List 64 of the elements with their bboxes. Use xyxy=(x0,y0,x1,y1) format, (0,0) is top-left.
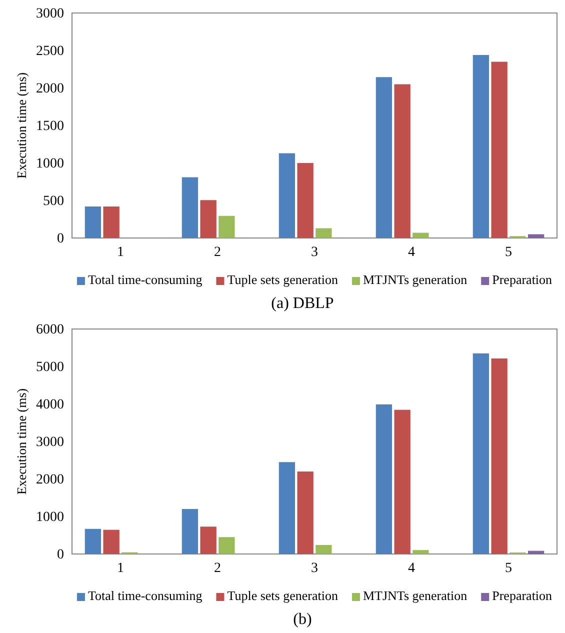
bar xyxy=(528,550,544,554)
bar xyxy=(376,77,392,238)
bar xyxy=(103,206,120,238)
y-tick-label: 500 xyxy=(43,194,64,209)
bar xyxy=(84,206,102,238)
bar xyxy=(394,410,410,554)
x-tick-label: 5 xyxy=(505,560,512,576)
y-tick-label: 2500 xyxy=(36,44,64,59)
y-tick-label: 3000 xyxy=(36,434,64,450)
bar xyxy=(200,526,216,554)
x-tick-label: 4 xyxy=(408,560,415,576)
legend-label: Preparation xyxy=(492,588,553,603)
legend-label: Preparation xyxy=(492,272,553,287)
x-tick-label: 1 xyxy=(117,244,124,260)
bar xyxy=(218,216,235,238)
y-tick-label: 1500 xyxy=(36,118,64,134)
bar xyxy=(218,537,235,554)
y-tick-label: 1000 xyxy=(36,156,64,172)
legend-label: Total time-consuming xyxy=(88,588,203,603)
x-tick-label: 4 xyxy=(408,244,415,260)
y-tick-label: 4000 xyxy=(36,397,64,412)
bar xyxy=(297,163,314,238)
bar xyxy=(84,528,102,554)
text: (b) xyxy=(293,611,312,628)
text: (a) DBLP xyxy=(271,295,334,312)
y-tick-label: 0 xyxy=(57,231,64,246)
bar xyxy=(182,177,198,238)
bar xyxy=(528,234,544,238)
y-tick-label: 3000 xyxy=(36,6,64,22)
bar xyxy=(297,472,314,554)
y-axis-title: Execution time (ms) xyxy=(14,388,29,495)
bar xyxy=(491,62,508,238)
y-tick-label: 5000 xyxy=(36,360,64,375)
bar xyxy=(412,232,429,238)
bar xyxy=(278,153,296,238)
bar xyxy=(103,530,120,554)
x-tick-label: 2 xyxy=(214,560,221,576)
x-tick-label: 3 xyxy=(311,560,318,576)
bar xyxy=(182,509,198,554)
legend-label: MTJNTs generation xyxy=(362,588,468,603)
bar xyxy=(376,404,392,554)
bar xyxy=(394,84,410,238)
legend-label: Tuple sets generation xyxy=(227,588,338,603)
x-tick-label: 2 xyxy=(214,244,221,260)
bar xyxy=(472,353,490,554)
x-tick-label: 5 xyxy=(505,244,512,260)
y-tick-label: 6000 xyxy=(36,322,64,338)
y-tick-label: 0 xyxy=(57,547,64,562)
bar xyxy=(316,228,332,238)
legend-label: Tuple sets generation xyxy=(227,272,338,287)
legend-label: MTJNTs generation xyxy=(362,272,468,287)
bar xyxy=(491,358,508,554)
x-tick-label: 3 xyxy=(311,244,318,260)
y-tick-label: 2000 xyxy=(36,81,64,96)
x-tick-label: 1 xyxy=(117,560,124,576)
bar xyxy=(278,462,296,554)
bar xyxy=(316,545,332,554)
y-tick-label: 2000 xyxy=(36,472,64,488)
y-tick-label: 1000 xyxy=(36,510,64,525)
legend-label: Total time-consuming xyxy=(88,272,203,287)
bar xyxy=(412,550,429,554)
y-axis-title: Execution time (ms) xyxy=(14,72,29,179)
bar xyxy=(200,200,216,238)
bar xyxy=(472,55,490,238)
